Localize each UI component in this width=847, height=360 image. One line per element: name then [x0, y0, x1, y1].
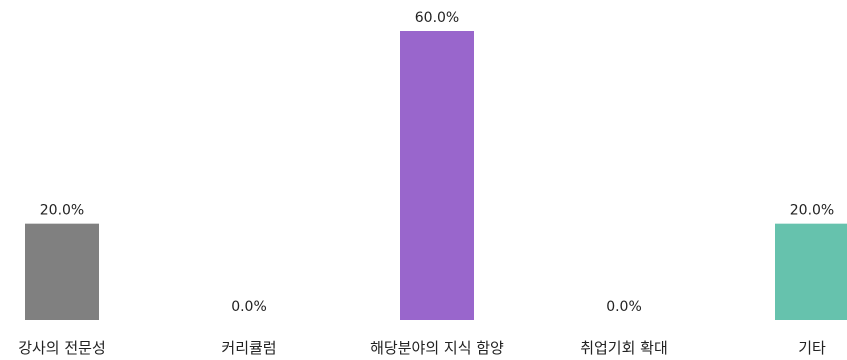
- category-label-4: 기타: [798, 339, 826, 357]
- category-label-0: 강사의 전문성: [18, 339, 106, 357]
- category-label-3: 취업기회 확대: [580, 339, 668, 357]
- bar-4: [775, 223, 847, 320]
- bar-2: [400, 31, 474, 320]
- category-label-1: 커리큘럼: [221, 339, 276, 357]
- value-label-3: 0.0%: [606, 299, 642, 315]
- value-label-0: 20.0%: [40, 203, 84, 219]
- value-label-1: 0.0%: [231, 299, 267, 315]
- value-label-2: 60.0%: [415, 10, 459, 26]
- value-label-4: 20.0%: [790, 203, 834, 219]
- bar-0: [25, 223, 99, 320]
- category-label-2: 해당분야의 지식 함양: [370, 339, 504, 357]
